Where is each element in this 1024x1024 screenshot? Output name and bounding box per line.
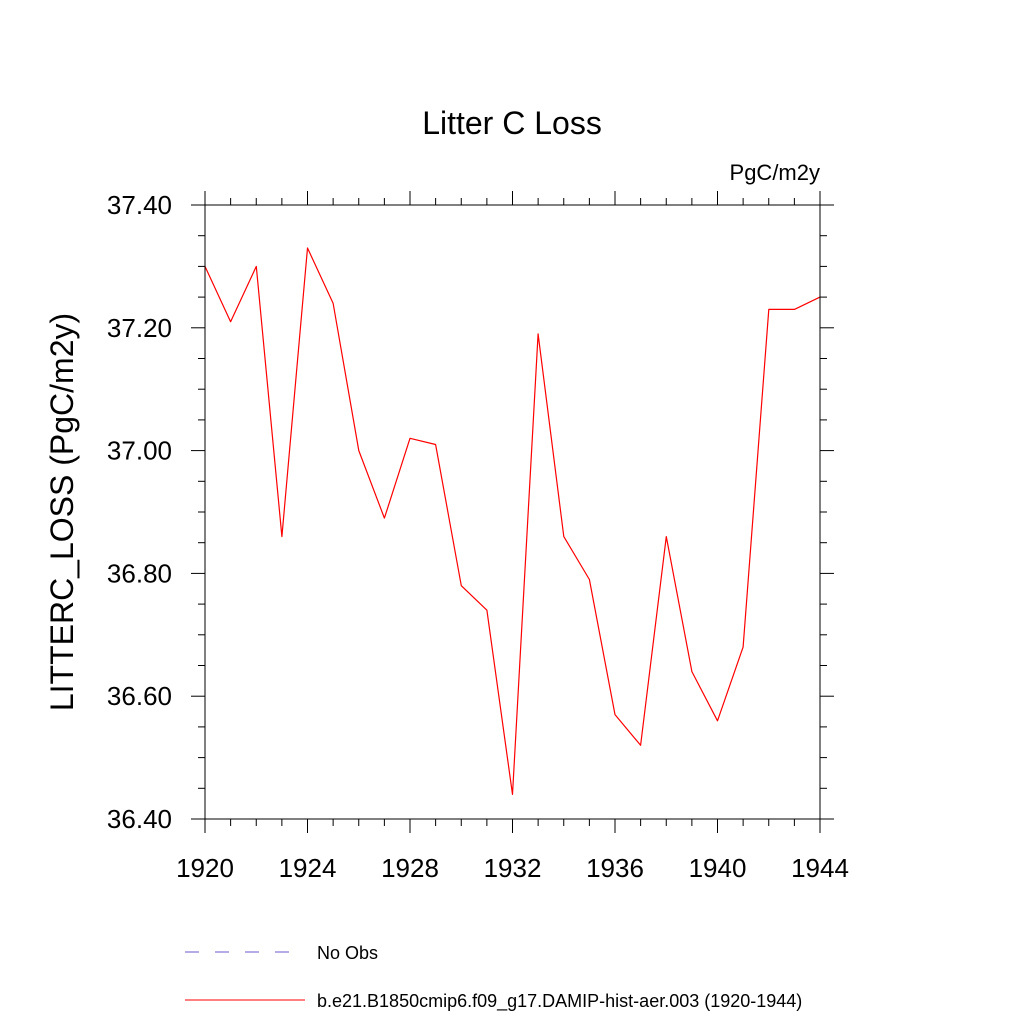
units-label: PgC/m2y — [730, 160, 820, 185]
x-tick-label: 1936 — [586, 853, 644, 883]
x-tick-label: 1928 — [381, 853, 439, 883]
legend: No Obs b.e21.B1850cmip6.f09_g17.DAMIP-his… — [185, 943, 802, 1012]
x-tick-label: 1940 — [689, 853, 747, 883]
plot-frame — [204, 204, 821, 820]
x-tick-label: 1932 — [484, 853, 542, 883]
y-tick-label: 37.00 — [107, 436, 172, 466]
x-tick-label: 1944 — [791, 853, 849, 883]
legend-label: No Obs — [317, 943, 378, 963]
y-tick-label: 37.40 — [107, 190, 172, 220]
y-tick-label: 36.40 — [107, 804, 172, 834]
y-tick-label: 36.80 — [107, 558, 172, 588]
series-line — [204, 247, 821, 796]
axis-tick-labels: 1920 1924 1928 1932 1936 1940 1944 36.40 36.60 36… — [107, 190, 849, 883]
y-axis-label: LITTERC_LOSS (PgC/m2y) — [44, 313, 80, 711]
chart-title: Litter C Loss — [422, 105, 602, 141]
x-tick-label: 1920 — [176, 853, 234, 883]
y-tick-label: 37.20 — [107, 313, 172, 343]
legend-label: b.e21.B1850cmip6.f09_g17.DAMIP-hist-aer.… — [317, 991, 802, 1012]
y-tick-label: 36.60 — [107, 681, 172, 711]
x-tick-label: 1924 — [279, 853, 337, 883]
axis-ticks — [191, 191, 834, 833]
series-layer — [204, 247, 821, 796]
